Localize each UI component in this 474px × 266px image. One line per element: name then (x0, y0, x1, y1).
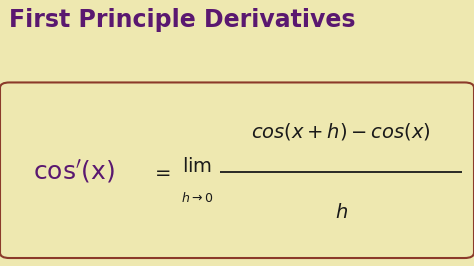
Text: $cos(x + h) - cos(x)$: $cos(x + h) - cos(x)$ (251, 121, 431, 142)
FancyBboxPatch shape (0, 82, 474, 258)
Text: $=$: $=$ (151, 162, 171, 181)
Text: $h$: $h$ (335, 203, 348, 222)
Text: $\lim$: $\lim$ (182, 157, 212, 176)
Text: First Principle Derivatives: First Principle Derivatives (9, 8, 356, 32)
Text: $\mathsf{cos'(x)}$: $\mathsf{cos'(x)}$ (33, 158, 115, 185)
Text: $h{\to}0$: $h{\to}0$ (181, 191, 213, 205)
